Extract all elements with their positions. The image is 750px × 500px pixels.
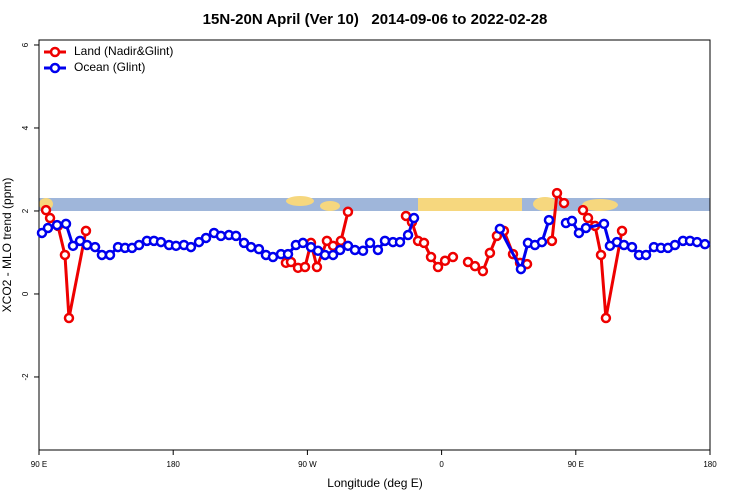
legend-marker <box>49 46 61 58</box>
data-point <box>379 235 391 247</box>
data-point <box>626 241 638 253</box>
data-point <box>42 222 54 234</box>
data-point <box>67 240 79 252</box>
data-point <box>155 236 167 248</box>
data-point <box>469 260 481 272</box>
land-strip <box>320 201 340 211</box>
x-tick-label: 90 E <box>568 460 584 469</box>
y-tick-label: 0 <box>21 291 30 296</box>
data-point <box>536 236 548 248</box>
data-point <box>546 235 558 247</box>
data-point <box>185 241 197 253</box>
data-point <box>699 238 711 250</box>
data-point <box>253 243 265 255</box>
data-point <box>104 249 116 261</box>
data-point <box>299 261 311 273</box>
data-point <box>515 263 527 275</box>
land-strip <box>286 196 314 206</box>
data-point <box>477 265 489 277</box>
data-point <box>89 241 101 253</box>
data-point <box>425 251 437 263</box>
data-point <box>408 212 420 224</box>
data-point <box>494 223 506 235</box>
data-point <box>439 255 451 267</box>
y-axis-label: XCO2 - MLO trend (ppm) <box>0 178 14 313</box>
data-point <box>96 249 108 261</box>
x-tick-label: 180 <box>703 460 717 469</box>
data-point <box>342 206 354 218</box>
data-point <box>230 230 242 242</box>
data-point <box>60 218 72 230</box>
data-point <box>357 245 369 257</box>
x-tick-label: 0 <box>439 460 444 469</box>
land-strip <box>533 197 557 211</box>
data-point <box>418 237 430 249</box>
data-point <box>618 239 630 251</box>
chart-title: 15N-20N April (Ver 10) 2014-09-06 to 202… <box>203 11 548 28</box>
data-point <box>573 227 585 239</box>
data-point <box>334 244 346 256</box>
x-tick-label: 90 W <box>298 460 317 469</box>
data-point <box>80 225 92 237</box>
data-point <box>349 244 361 256</box>
data-point <box>582 212 594 224</box>
data-point <box>558 197 570 209</box>
data-point <box>484 247 496 259</box>
legend-label: Land (Nadir&Glint) <box>74 44 173 58</box>
data-point <box>551 187 563 199</box>
data-point <box>200 232 212 244</box>
data-point <box>669 239 681 251</box>
data-point <box>311 261 323 273</box>
data-point <box>133 239 145 251</box>
data-point <box>543 214 555 226</box>
data-point <box>215 230 227 242</box>
data-point <box>616 225 628 237</box>
data-point <box>447 251 459 263</box>
data-point <box>364 237 376 249</box>
x-tick-label: 90 E <box>31 460 47 469</box>
y-tick-label: 2 <box>21 208 30 213</box>
data-point <box>595 249 607 261</box>
data-point <box>577 204 589 216</box>
y-tick-label: -2 <box>21 373 30 381</box>
land-strip <box>418 198 522 211</box>
land-strip <box>582 199 618 211</box>
y-tick-label: 4 <box>21 125 30 130</box>
data-point <box>598 218 610 230</box>
data-point <box>297 237 309 249</box>
data-point <box>580 222 592 234</box>
data-point <box>640 249 652 261</box>
data-point <box>600 312 612 324</box>
x-axis-label: Longitude (deg E) <box>327 476 422 490</box>
legend-box <box>41 42 189 80</box>
data-point <box>432 261 444 273</box>
data-point <box>394 236 406 248</box>
y-tick-label: 6 <box>21 42 30 47</box>
data-point <box>44 212 56 224</box>
data-point <box>566 215 578 227</box>
data-point <box>319 249 331 261</box>
data-point <box>59 249 71 261</box>
data-point <box>402 229 414 241</box>
map-strip <box>39 196 710 211</box>
x-tick-label: 180 <box>167 460 181 469</box>
data-point <box>372 244 384 256</box>
legend-label: Ocean (Glint) <box>74 60 145 74</box>
legend-marker <box>49 62 61 74</box>
data-point <box>51 219 63 231</box>
data-point <box>267 251 279 263</box>
data-point <box>327 249 339 261</box>
data-point <box>63 312 75 324</box>
data-point <box>40 204 52 216</box>
data-point <box>282 248 294 260</box>
data-point <box>81 239 93 251</box>
